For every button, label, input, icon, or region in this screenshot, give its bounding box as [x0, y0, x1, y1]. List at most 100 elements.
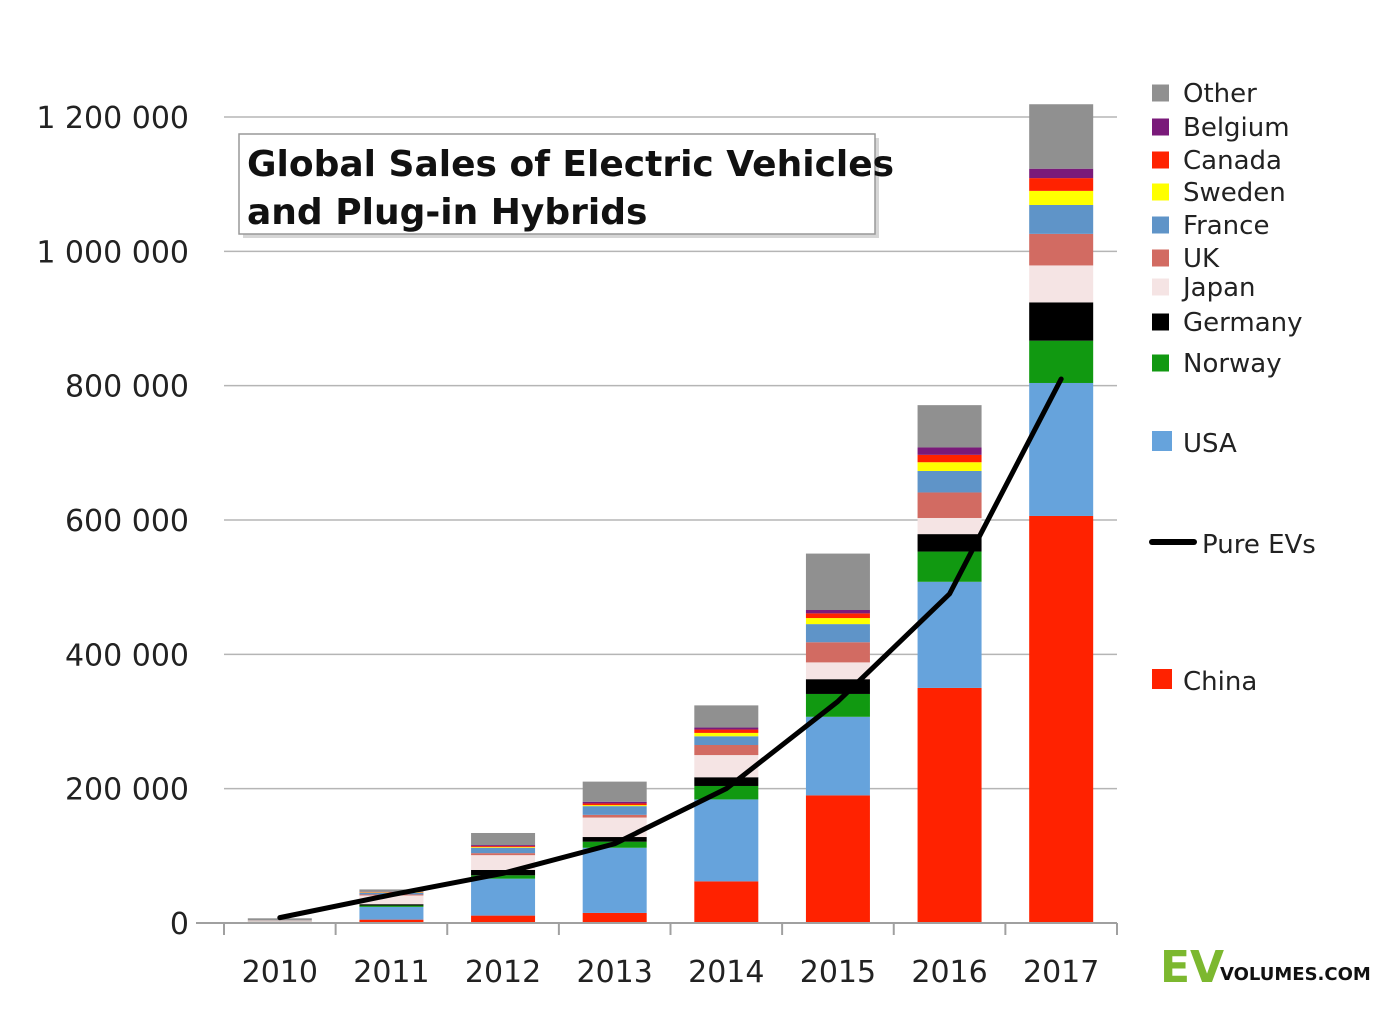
bar-segment-other-2014	[694, 705, 759, 728]
y-axis-tick-labels: 0 200 000 400 000 600 000 800 000 1 000 000 1 …	[36, 101, 189, 942]
legend-swatch-uk	[1152, 249, 1169, 267]
bar-segment-china-2015	[805, 795, 870, 923]
bar-segment-usa-2014	[694, 799, 759, 882]
legend-swatch-usa	[1152, 431, 1172, 451]
bar-segment-germany-2016	[917, 534, 982, 552]
bar-segment-canada-2017	[1029, 178, 1094, 191]
bar-segment-china-2016	[917, 687, 982, 923]
axes	[196, 922, 1118, 935]
bar-segment-france-2012	[471, 847, 536, 854]
bar-segment-uk-2012	[471, 853, 536, 856]
bar-segment-japan-2017	[1029, 265, 1094, 303]
legend-swatch-norway	[1152, 354, 1169, 372]
bar-segment-belgium-2015	[805, 610, 870, 614]
bar-segment-usa-2015	[805, 716, 870, 796]
legend-swatch-japan	[1152, 278, 1169, 296]
bar-segment-japan-2010	[247, 920, 312, 922]
pure-evs-line-layer	[277, 376, 1064, 921]
bar-segment-france-2013	[582, 806, 647, 815]
x-tick-label-2011: 2011	[353, 955, 429, 990]
x-tick-label-2012: 2012	[465, 955, 541, 990]
legend-swatch-france	[1152, 216, 1169, 234]
bar-segment-china-2012	[471, 915, 536, 923]
legend-label-sweden: Sweden	[1183, 178, 1286, 208]
x-tick-label-2017: 2017	[1023, 955, 1099, 990]
chart-title-line-2: and Plug-in Hybrids	[247, 192, 647, 233]
chart-title-box: Global Sales of Electric Vehicles and Pl…	[238, 133, 894, 238]
bar-segment-germany-2013	[582, 837, 647, 842]
bar-segment-germany-2014	[694, 777, 759, 786]
bar-segment-usa-2012	[471, 878, 536, 916]
legend-swatch-canada	[1152, 151, 1169, 169]
bar-segment-norway-2015	[805, 693, 870, 717]
legend-label-uk: UK	[1183, 244, 1220, 274]
bar-segment-usa-2017	[1029, 382, 1094, 516]
legend-label-japan: Japan	[1181, 273, 1256, 303]
bar-segment-france-2016	[917, 470, 982, 493]
x-tick-label-2013: 2013	[577, 955, 653, 990]
bar-segment-other-2016	[917, 405, 982, 448]
x-axis-tick-labels: 2010 2011 2012 2013 2014 2015 2016 2017	[242, 955, 1100, 990]
y-tick-label: 600 000	[65, 504, 189, 539]
bar-segment-norway-2012	[471, 875, 536, 879]
bar-segment-france-2017	[1029, 204, 1094, 234]
bar-segment-sweden-2015	[805, 618, 870, 625]
legend-swatch-china	[1152, 669, 1172, 689]
bar-segment-sweden-2016	[917, 462, 982, 471]
y-tick-label: 200 000	[65, 773, 189, 808]
bar-segment-france-2014	[694, 736, 759, 746]
legend-label-china: China	[1183, 667, 1257, 697]
bar-segment-sweden-2012	[471, 847, 536, 848]
bar-segment-uk-2016	[917, 492, 982, 518]
bar-segment-usa-2013	[582, 847, 647, 913]
bar-segment-belgium-2014	[694, 727, 759, 730]
bar-segment-uk-2017	[1029, 233, 1094, 266]
chart-title-line-1: Global Sales of Electric Vehicles	[247, 144, 894, 185]
legend-label-france: France	[1183, 211, 1269, 241]
bar-segment-other-2017	[1029, 104, 1094, 169]
x-tick-label-2015: 2015	[800, 955, 876, 990]
bar-segment-other-2011	[359, 889, 424, 892]
bar-segment-japan-2014	[694, 755, 759, 778]
legend-label-other: Other	[1183, 79, 1257, 109]
bar-segment-japan-2016	[917, 517, 982, 535]
bar-segment-canada-2016	[917, 454, 982, 463]
bar-segment-japan-2013	[582, 817, 647, 838]
legend-label-canada: Canada	[1183, 146, 1282, 176]
bar-segment-belgium-2013	[582, 801, 647, 804]
y-tick-label: 800 000	[65, 370, 189, 405]
logo-volumes: VOLUMES.COM	[1220, 964, 1371, 985]
legend-label-germany: Germany	[1183, 308, 1303, 338]
bar-segment-norway-2017	[1029, 340, 1094, 383]
legend-swatch-germany	[1152, 313, 1169, 331]
bar-segment-france-2015	[805, 624, 870, 643]
bar-segment-sweden-2013	[582, 805, 647, 807]
bar-segment-belgium-2017	[1029, 168, 1094, 179]
y-tick-label: 1 200 000	[36, 101, 189, 136]
legend-label-usa: USA	[1183, 429, 1237, 459]
bar-segment-sweden-2014	[694, 732, 759, 737]
legend-swatch-other	[1152, 84, 1169, 102]
ev-volumes-logo: EV VOLUMES.COM	[1160, 942, 1371, 993]
bar-segment-canada-2014	[694, 729, 759, 733]
bar-segment-japan-2015	[805, 662, 870, 680]
x-tick-label-2014: 2014	[688, 955, 764, 990]
x-tick-label-2016: 2016	[911, 955, 987, 990]
line-pure-evs	[277, 376, 1064, 921]
bar-segment-japan-2011	[359, 895, 424, 905]
legend-swatch-sweden	[1152, 183, 1169, 201]
bar-segment-uk-2014	[694, 745, 759, 756]
bar-segment-usa-2011	[359, 906, 424, 920]
bar-segment-sweden-2017	[1029, 190, 1094, 205]
y-tick-label: 1 000 000	[36, 235, 189, 270]
bar-segment-canada-2012	[471, 846, 536, 848]
bar-segment-germany-2011	[359, 904, 424, 906]
y-tick-label: 400 000	[65, 638, 189, 673]
bar-segment-belgium-2016	[917, 447, 982, 455]
bar-segment-uk-2013	[582, 814, 647, 818]
bar-segment-other-2015	[805, 553, 870, 611]
legend-label-pure-evs: Pure EVs	[1202, 530, 1316, 560]
bar-segment-norway-2011	[359, 905, 424, 907]
y-tick-label: 0	[170, 907, 189, 942]
